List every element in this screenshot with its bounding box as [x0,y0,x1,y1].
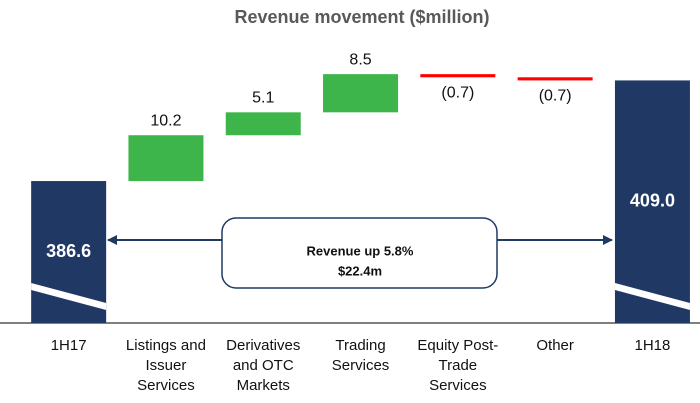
x-tick-label: Other [536,337,574,354]
value-label: 5.1 [252,90,274,107]
annotation-box [221,217,498,289]
decrease-bar [517,77,593,81]
x-tick-label: Listings and Issuer Services [125,337,206,394]
x-tick-label: 1H18 [634,337,671,354]
increase-bar [323,74,399,113]
x-tick-label: Trading Services [331,337,390,374]
axis-break [31,283,107,310]
x-tick-label: 1H17 [50,337,87,354]
increase-bar [225,112,301,136]
total-bar [614,80,690,323]
value-label: 386.6 [46,241,91,261]
value-label: 8.5 [349,51,371,68]
x-tick-label: Equity Post-Trade Services [417,337,499,394]
value-label: (0.7) [441,85,474,102]
value-label: 10.2 [150,112,181,129]
annotation-text: $22.4m [338,263,382,278]
annotation-text: Revenue up 5.8% [307,243,414,258]
increase-bar [128,135,204,182]
x-tick-label: Derivatives and OTC Markets [226,337,301,394]
value-label: (0.7) [539,88,572,105]
decrease-bar [420,74,496,78]
chart-title: Revenue movement ($million) [234,7,489,27]
axis-break [614,283,690,310]
value-label: 409.0 [630,190,675,210]
